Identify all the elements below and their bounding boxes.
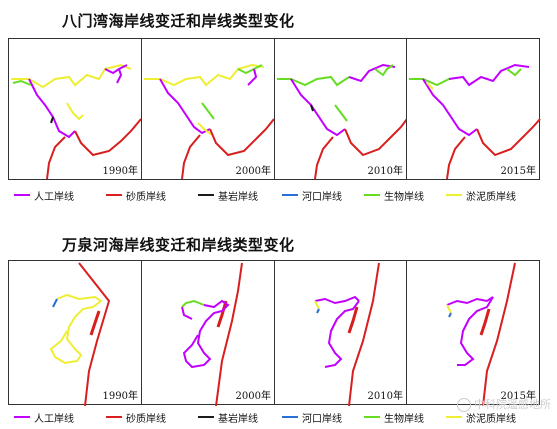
wanquan-map-2015: 2015年 xyxy=(406,260,540,406)
legend-swatch xyxy=(106,194,122,196)
year-label: 2010年 xyxy=(367,166,403,177)
legend-swatch xyxy=(14,416,30,418)
bamen-map-2015: 2015年 xyxy=(406,38,541,180)
top-map-title: 八门湾海岸线变迁和岸线类型变化 xyxy=(62,12,295,30)
legend-label: 人工岸线 xyxy=(34,414,74,425)
wanquan-map-1990: 1990年 xyxy=(8,260,142,406)
year-label: 1990年 xyxy=(102,166,138,177)
legend-label: 淤泥质岸线 xyxy=(466,414,516,425)
wanquan-coastline-2010 xyxy=(314,262,380,406)
legend-swatch xyxy=(446,194,462,196)
legend-swatch xyxy=(106,416,122,418)
wanquan-map-2000: 2000年 xyxy=(141,260,275,406)
top-legend: 人工岸线 砂质岸线 基岩岸线 河口岸线 生物岸线 淤泥质岸线 xyxy=(14,188,550,203)
wanquan-map-2010: 2010年 xyxy=(274,260,407,406)
bamen-coastline-2000 xyxy=(144,63,275,180)
year-label: 2000年 xyxy=(235,166,271,177)
watermark: 中科院遥感地所 xyxy=(457,396,551,412)
watermark-text: 中科院遥感地所 xyxy=(474,398,551,411)
legend-swatch xyxy=(198,194,214,196)
legend-label: 人工岸线 xyxy=(34,192,74,203)
legend-swatch xyxy=(14,194,30,196)
legend-label: 砂质岸线 xyxy=(126,192,166,203)
legend-swatch xyxy=(282,194,298,196)
legend-label: 淤泥质岸线 xyxy=(466,192,516,203)
wanquan-coastline-2015 xyxy=(446,262,516,406)
legend-label: 河口岸线 xyxy=(302,414,342,425)
bamen-map-2010: 2010年 xyxy=(274,38,408,180)
legend-label: 砂质岸线 xyxy=(126,414,166,425)
legend-swatch xyxy=(364,416,380,418)
bottom-map-title: 万泉河海岸线变迁和岸线类型变化 xyxy=(62,236,295,254)
year-label: 2010年 xyxy=(367,391,403,402)
legend-label: 生物岸线 xyxy=(384,192,424,203)
legend-swatch xyxy=(282,416,298,418)
year-label: 2015年 xyxy=(500,166,536,177)
year-label: 1990年 xyxy=(102,391,138,402)
wanquan-coastline-2000 xyxy=(181,262,243,406)
legend-label: 生物岸线 xyxy=(384,414,424,425)
legend-label: 基岩岸线 xyxy=(218,192,258,203)
legend-swatch xyxy=(198,416,214,418)
wanquan-coastline-1990 xyxy=(49,262,111,406)
legend-label: 基岩岸线 xyxy=(218,414,258,425)
bamen-map-1990: 1990年 xyxy=(8,38,142,180)
legend-swatch xyxy=(446,416,462,418)
bamen-coastline-2015 xyxy=(409,63,541,180)
bamen-coastline-2010 xyxy=(277,63,408,180)
bottom-legend: 人工岸线 砂质岸线 基岩岸线 河口岸线 生物岸线 淤泥质岸线 xyxy=(14,410,550,425)
year-label: 2015年 xyxy=(500,391,536,402)
bamen-coastline-1990 xyxy=(11,63,142,180)
legend-swatch xyxy=(364,194,380,196)
wechat-icon xyxy=(457,398,471,412)
year-label: 2000年 xyxy=(235,391,271,402)
legend-label: 河口岸线 xyxy=(302,192,342,203)
bamen-map-2000: 2000年 xyxy=(141,38,275,180)
